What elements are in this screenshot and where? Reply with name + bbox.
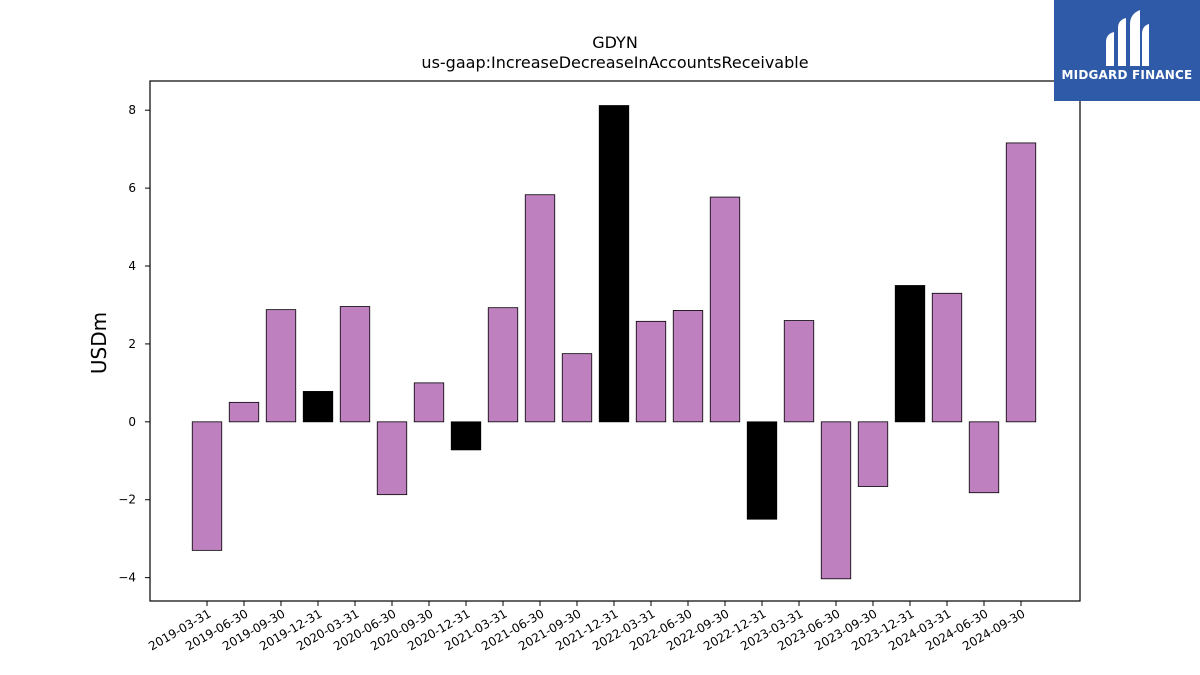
bar-2020-12-31 [450,421,482,451]
bar-2020-03-31 [339,306,371,423]
midgard-logo-icon [1106,10,1149,66]
logo-text: MIDGARD FINANCE [1061,68,1193,82]
x-axis-ticks: 2019-03-312019-06-302019-09-302019-12-31… [146,601,1028,653]
y-tick-label: 2 [128,337,136,351]
bar-2019-03-31 [191,421,223,551]
bar-2023-06-30 [820,421,852,580]
bar-2022-06-30 [672,310,704,423]
bar-2021-09-30 [561,353,593,423]
bar-2023-12-31 [894,285,926,423]
bar-2024-03-31 [931,292,963,423]
chart-title: GDYN [592,33,638,52]
bar-2024-09-30 [1005,142,1037,423]
y-tick-label: 8 [128,103,136,117]
plot-frame [149,80,1081,602]
bar-2020-06-30 [376,421,408,496]
bar-2023-03-31 [783,320,815,423]
bar-2019-09-30 [265,309,297,423]
y-tick-label: −2 [118,493,136,507]
bar-2020-09-30 [413,382,445,423]
bar-2019-12-31 [302,391,334,423]
bar-2024-06-30 [968,421,1000,494]
bar-2021-12-31 [598,105,630,423]
bar-2023-09-30 [857,421,889,487]
bar-2021-03-31 [487,307,519,423]
bar-2022-09-30 [709,196,741,423]
bars-group [191,105,1037,580]
bar-2022-03-31 [635,320,667,423]
chart-subtitle: us-gaap:IncreaseDecreaseInAccountsReceiv… [421,53,808,72]
bar-2021-06-30 [524,194,556,423]
y-axis-label: USDm [87,312,111,374]
bar-2019-06-30 [228,401,260,423]
brand-logo: MIDGARD FINANCE [1054,0,1200,101]
y-tick-label: −4 [118,571,136,585]
y-tick-label: 4 [128,259,136,273]
bar-2022-12-31 [746,421,778,520]
y-tick-label: 0 [128,415,136,429]
y-axis-ticks: −4 −2 0 2 4 6 8 [118,103,150,585]
y-tick-label: 6 [128,181,136,195]
